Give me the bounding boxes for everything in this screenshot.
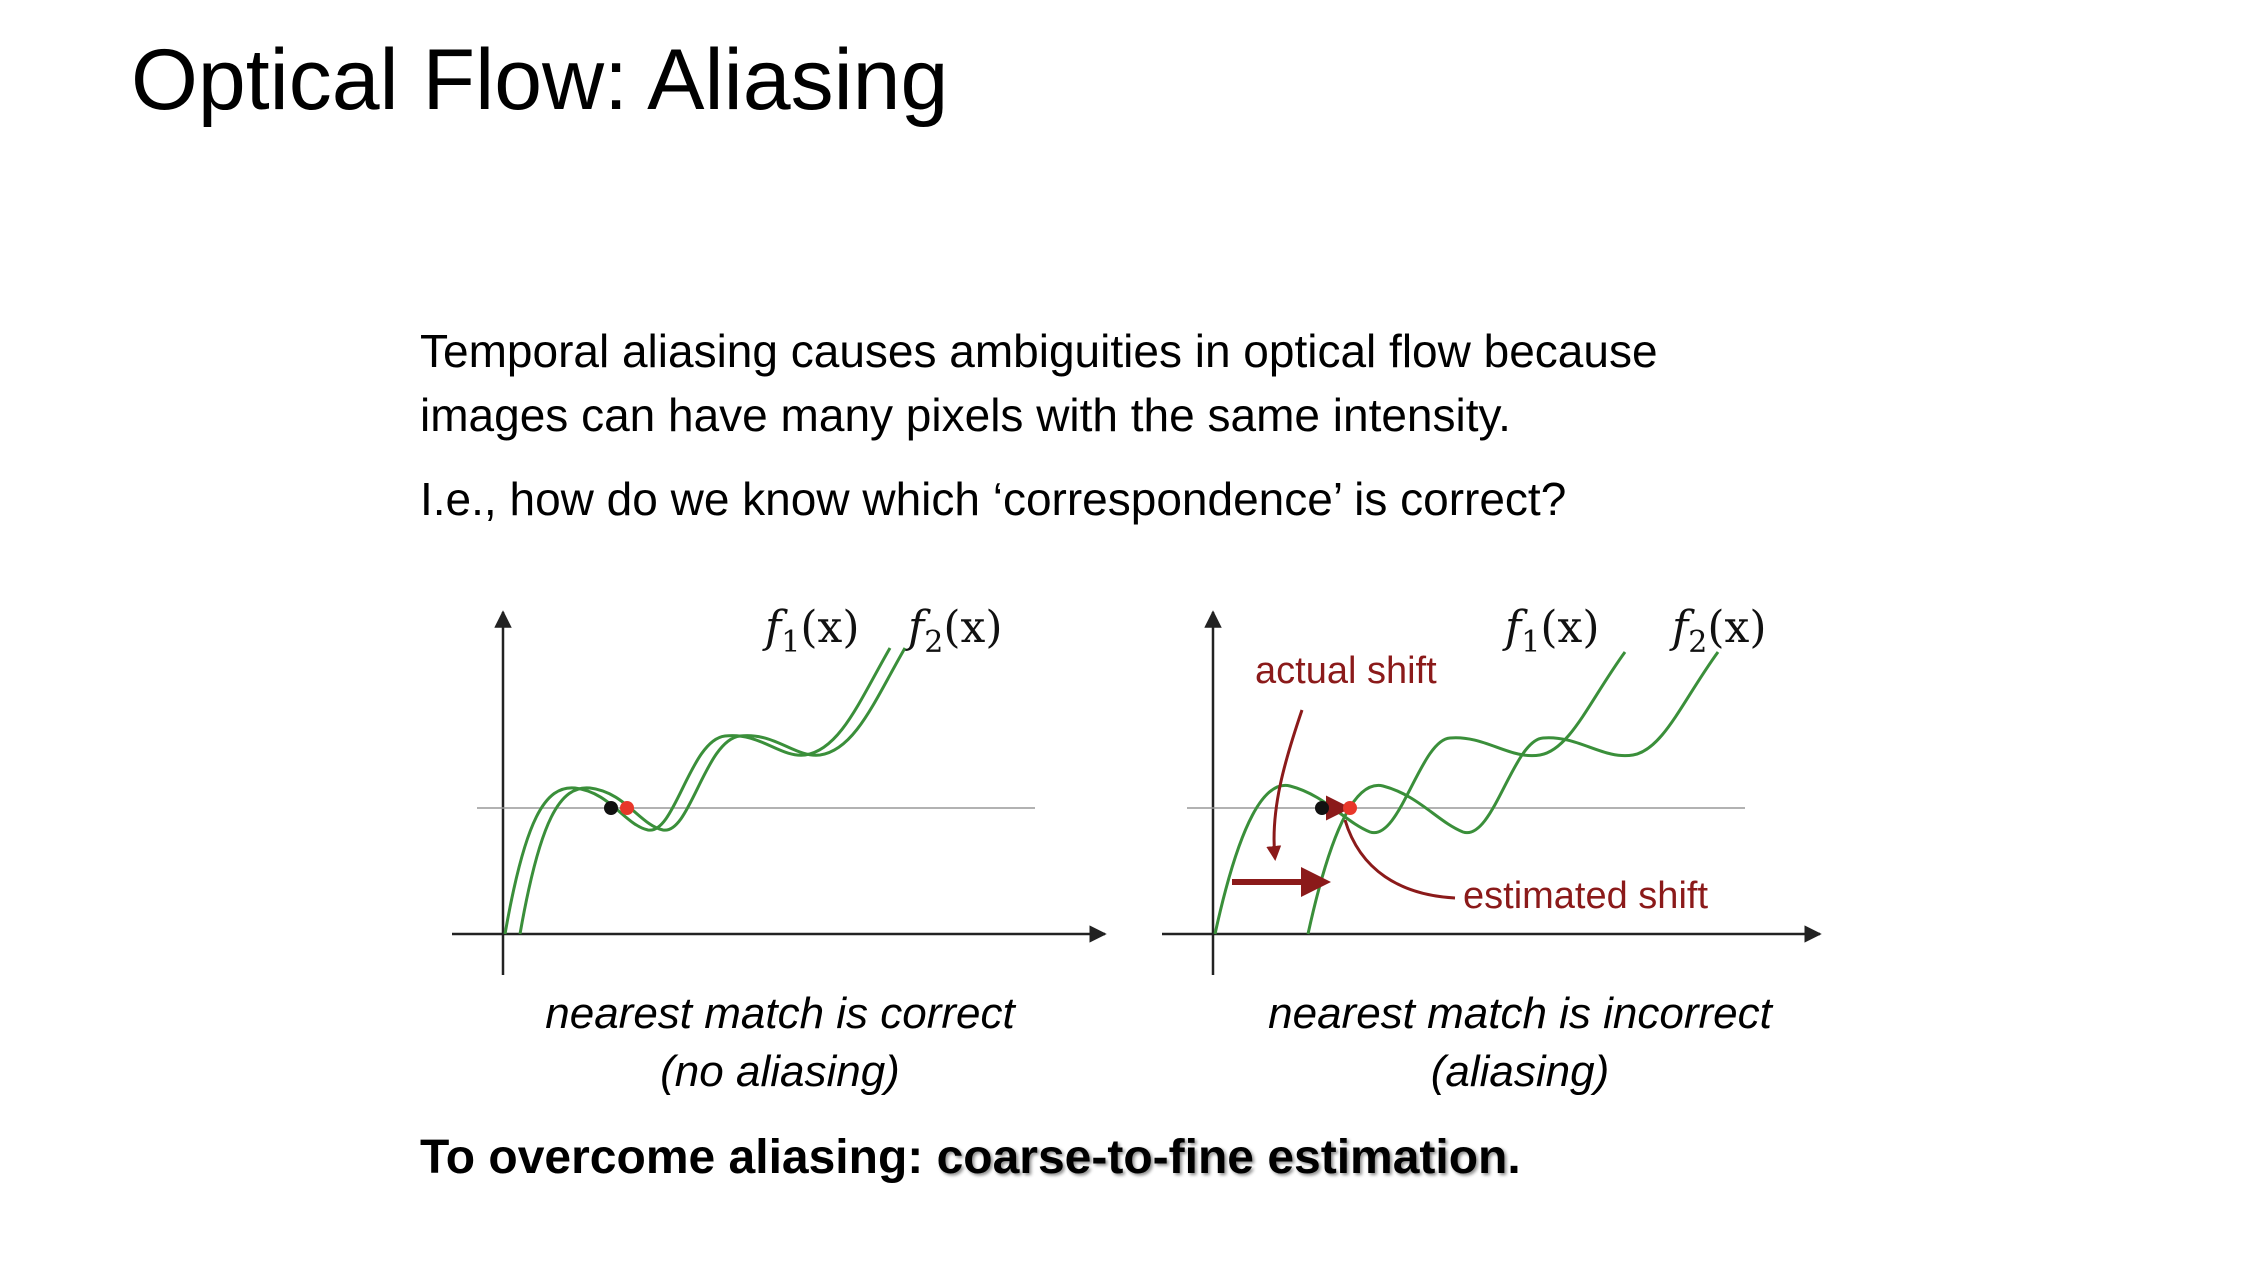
- left-label-f2: f2(x): [905, 602, 1003, 660]
- conclusion-prefix: To overcome aliasing:: [420, 1131, 937, 1184]
- left-panel: f1(x) f2(x): [452, 602, 1107, 975]
- right-caption-line-2: (aliasing): [1430, 1047, 1610, 1096]
- right-curve-f2: [1306, 651, 1720, 935]
- left-curve-f2: [518, 647, 907, 935]
- left-caption: nearest match is correct (no aliasing): [480, 985, 1080, 1101]
- conclusion: To overcome aliasing: coarse-to-fine est…: [420, 1128, 1521, 1188]
- right-caption: nearest match is incorrect (aliasing): [1220, 985, 1820, 1101]
- left-point-f1: [604, 801, 618, 815]
- right-label-f1: f1(x): [1502, 602, 1600, 660]
- left-caption-line-2: (no aliasing): [660, 1047, 900, 1096]
- actual-shift-label: actual shift: [1255, 650, 1437, 692]
- right-panel: actual shift estimated shift f1(x) f2(x): [1162, 602, 1822, 975]
- slide-title: Optical Flow: Aliasing: [131, 32, 949, 128]
- conclusion-emphasis: coarse-to-fine estimation: [936, 1131, 1508, 1184]
- left-label-f1: f1(x): [762, 602, 860, 660]
- intro-question: I.e., how do we know which ‘corresponden…: [420, 473, 1567, 525]
- left-curve-f1: [503, 647, 892, 935]
- left-point-f2: [620, 801, 634, 815]
- estimated-shift-pointer: [1343, 819, 1456, 900]
- right-point-f1: [1315, 801, 1329, 815]
- right-caption-line-1: nearest match is incorrect: [1268, 989, 1772, 1038]
- right-label-f2: f2(x): [1669, 602, 1767, 660]
- intro-line-1: Temporal aliasing causes ambiguities in …: [420, 325, 1658, 377]
- intro-line-2: images can have many pixels with the sam…: [420, 389, 1511, 441]
- estimated-shift-label: estimated shift: [1463, 875, 1708, 917]
- actual-shift-pointer: [1266, 709, 1304, 861]
- conclusion-suffix: .: [1507, 1131, 1521, 1184]
- right-point-f2: [1343, 801, 1357, 815]
- left-caption-line-1: nearest match is correct: [545, 989, 1015, 1038]
